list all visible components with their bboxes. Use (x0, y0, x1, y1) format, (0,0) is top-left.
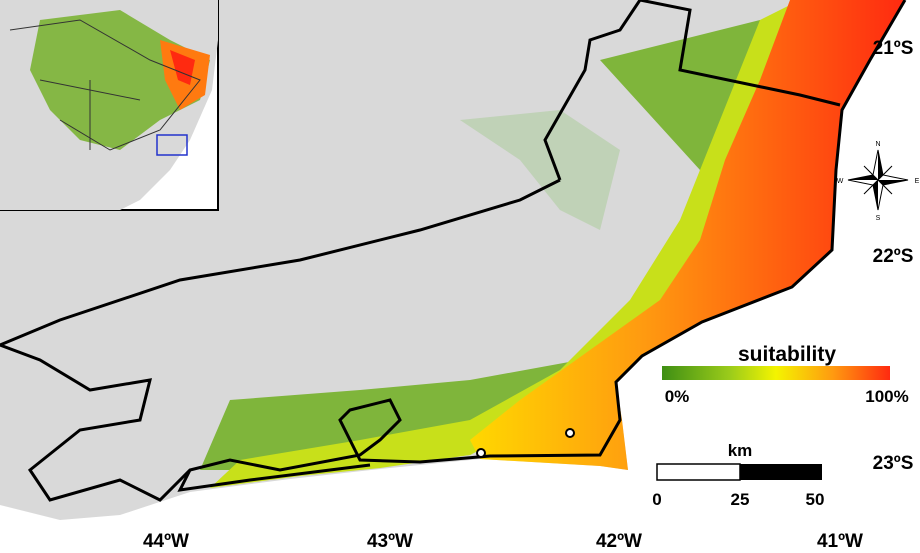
legend-min: 0% (665, 387, 690, 406)
point (476, 448, 486, 458)
boundary (0, 0, 907, 502)
longitude-label: 41ºW (817, 531, 863, 552)
latitude-label: 23ºS (873, 453, 914, 474)
scale-label: 25 (731, 490, 750, 509)
scale-bar: km 0 25 50 (652, 441, 824, 509)
longitude-label: 42ºW (596, 531, 642, 552)
compass: N E S W (837, 141, 920, 222)
compass-s: S (876, 215, 881, 222)
legend: suitability 0% 100% (662, 343, 909, 406)
latitude-label: 21ºS (873, 38, 914, 59)
scale-label: 50 (806, 490, 825, 509)
inset-map (0, 0, 219, 211)
longitude-label: 44ºW (143, 531, 189, 552)
compass-w: W (837, 178, 844, 185)
legend-title: suitability (738, 343, 836, 366)
latitude-label: 22ºS (873, 246, 914, 267)
scale-unit: km (728, 441, 753, 460)
suitability-faint (460, 110, 620, 230)
compass-e: E (915, 178, 920, 185)
scale-label: 0 (652, 490, 661, 509)
legend-max: 100% (865, 387, 908, 406)
compass-n: N (875, 141, 880, 148)
point (565, 428, 575, 438)
suitability-low (200, 20, 780, 470)
legend-gradient (662, 366, 890, 380)
suitability-high (470, 0, 905, 470)
longitude-label: 43ºW (367, 531, 413, 552)
